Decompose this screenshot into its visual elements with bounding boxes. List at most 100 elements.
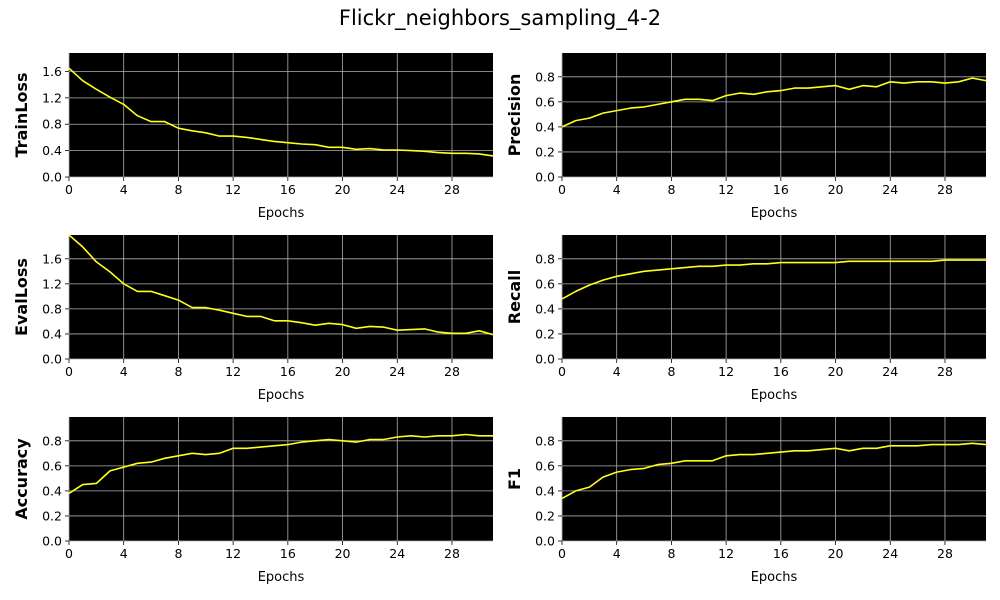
x-tick-label: 16 xyxy=(773,546,789,561)
subplot-recall: 0 4 8 12 16 20 24 28 0.0 0.2 0.4 0.6 0.8 Epochs Recall xyxy=(505,235,987,403)
x-axis-label: Epochs xyxy=(258,388,305,403)
y-tick-label: 0.8 xyxy=(535,251,555,266)
y-tick-label: 0.2 xyxy=(535,326,555,341)
x-tick-label: 16 xyxy=(280,546,296,561)
x-tick-label: 4 xyxy=(613,546,621,561)
x-tick-label: 20 xyxy=(828,546,844,561)
x-tick-label: 20 xyxy=(335,546,351,561)
x-tick-label: 16 xyxy=(280,364,296,379)
x-axis-label: Epochs xyxy=(751,388,798,403)
subplot-trainloss: 0 4 8 12 16 20 24 28 0.0 0.4 0.8 1.2 1.6 Epochs TrainL… xyxy=(12,53,494,221)
y-tick-label: 0.6 xyxy=(535,276,555,291)
y-tick-label: 0.4 xyxy=(535,301,555,316)
x-tick-label: 16 xyxy=(280,182,296,197)
y-axis-label: F1 xyxy=(505,468,524,490)
plot-area xyxy=(562,53,986,177)
x-tick-label: 0 xyxy=(558,546,566,561)
x-tick-label: 12 xyxy=(225,546,241,561)
series-line xyxy=(561,259,986,300)
y-tick-label: 0.4 xyxy=(42,326,62,341)
y-tick-label: 0.0 xyxy=(535,352,555,367)
x-tick-label: 24 xyxy=(389,546,405,561)
y-tick-label: 0.8 xyxy=(42,301,62,316)
y-tick-label: 0.8 xyxy=(535,69,555,84)
x-tick-label: 24 xyxy=(882,182,898,197)
x-tick-label: 0 xyxy=(558,182,566,197)
y-tick-label: 0.0 xyxy=(42,534,62,549)
x-tick-label: 24 xyxy=(389,182,405,197)
y-axis-label: TrainLoss xyxy=(12,73,31,158)
x-axis-label: Epochs xyxy=(751,206,798,221)
y-axis-label: Precision xyxy=(505,74,524,157)
x-tick-label: 0 xyxy=(65,364,73,379)
x-tick-label: 0 xyxy=(65,182,73,197)
x-axis-label: Epochs xyxy=(258,206,305,221)
y-tick-label: 1.6 xyxy=(42,251,62,266)
x-tick-label: 12 xyxy=(225,182,241,197)
x-tick-label: 24 xyxy=(882,364,898,379)
x-tick-label: 20 xyxy=(828,364,844,379)
y-tick-label: 0.8 xyxy=(42,117,62,132)
x-tick-label: 28 xyxy=(937,182,953,197)
x-tick-label: 0 xyxy=(558,364,566,379)
y-tick-label: 0.4 xyxy=(535,119,555,134)
subplot-precision: 0 4 8 12 16 20 24 28 0.0 0.2 0.4 0.6 0.8 Epochs Precis… xyxy=(505,53,987,221)
y-tick-label: 0.6 xyxy=(42,458,62,473)
x-tick-label: 4 xyxy=(120,364,128,379)
x-tick-label: 24 xyxy=(389,364,405,379)
subplot-f1: 0 4 8 12 16 20 24 28 0.0 0.2 0.4 0.6 0.8 Epochs F1 xyxy=(505,417,987,585)
x-tick-label: 20 xyxy=(335,364,351,379)
series-line xyxy=(68,234,494,336)
y-axis-label: EvalLoss xyxy=(12,258,31,336)
x-tick-label: 8 xyxy=(667,546,675,561)
plot-area xyxy=(562,417,986,541)
x-tick-label: 28 xyxy=(444,182,460,197)
y-tick-label: 1.6 xyxy=(42,64,62,79)
x-tick-label: 12 xyxy=(718,182,734,197)
y-tick-label: 1.2 xyxy=(42,90,62,105)
y-tick-label: 0.4 xyxy=(535,483,555,498)
x-tick-label: 4 xyxy=(613,364,621,379)
x-tick-label: 16 xyxy=(773,182,789,197)
plot-area xyxy=(69,53,493,177)
series-line xyxy=(561,77,987,128)
y-tick-label: 1.2 xyxy=(42,276,62,291)
x-tick-label: 8 xyxy=(667,364,675,379)
x-tick-label: 4 xyxy=(613,182,621,197)
y-tick-label: 0.0 xyxy=(42,352,62,367)
x-tick-label: 0 xyxy=(65,546,73,561)
y-tick-label: 0.6 xyxy=(535,94,555,109)
y-tick-label: 0.4 xyxy=(42,483,62,498)
y-axis-label: Recall xyxy=(505,270,524,324)
x-tick-label: 28 xyxy=(444,364,460,379)
plot-area xyxy=(562,235,986,359)
y-tick-label: 0.0 xyxy=(535,170,555,185)
x-tick-label: 4 xyxy=(120,182,128,197)
subplot-evalloss: 0 4 8 12 16 20 24 28 0.0 0.4 0.8 1.2 1.6 Epochs EvalLo… xyxy=(12,234,494,403)
plot-area xyxy=(69,235,493,359)
y-tick-label: 0.8 xyxy=(42,433,62,448)
x-tick-label: 20 xyxy=(335,182,351,197)
x-tick-label: 8 xyxy=(174,364,182,379)
series-line xyxy=(68,67,494,157)
x-tick-label: 28 xyxy=(937,546,953,561)
x-tick-label: 4 xyxy=(120,546,128,561)
x-axis-label: Epochs xyxy=(258,570,305,585)
y-tick-label: 0.2 xyxy=(42,508,62,523)
series-line xyxy=(68,433,493,495)
x-tick-label: 28 xyxy=(937,364,953,379)
x-tick-label: 24 xyxy=(882,546,898,561)
x-tick-label: 16 xyxy=(773,364,789,379)
y-tick-label: 0.2 xyxy=(535,144,555,159)
subplot-accuracy: 0 4 8 12 16 20 24 28 0.0 0.2 0.4 0.6 0.8 Epochs Accura… xyxy=(12,417,494,585)
x-tick-label: 8 xyxy=(174,182,182,197)
y-tick-label: 0.8 xyxy=(535,433,555,448)
y-tick-label: 0.2 xyxy=(535,508,555,523)
x-tick-label: 8 xyxy=(667,182,675,197)
x-tick-label: 12 xyxy=(718,364,734,379)
x-tick-label: 28 xyxy=(444,546,460,561)
figure-title: Flickr_neighbors_sampling_4-2 xyxy=(338,6,662,30)
series-line xyxy=(561,442,987,500)
